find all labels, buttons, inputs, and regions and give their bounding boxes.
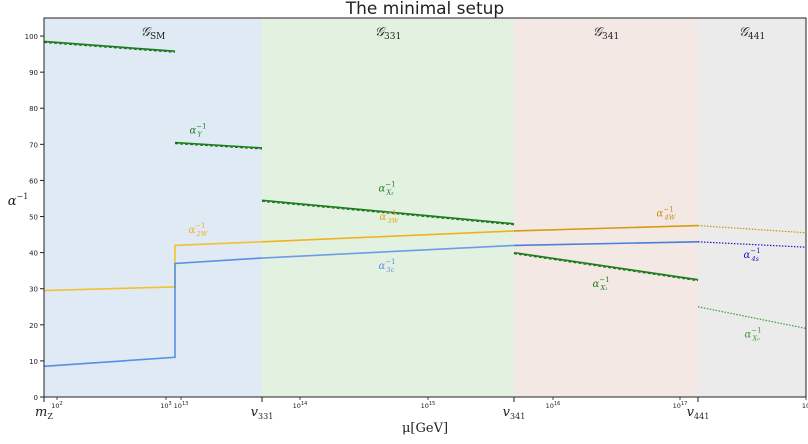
series-label-4: α−1 3c (378, 258, 395, 274)
y-tick-label-80: 80 (29, 105, 38, 113)
chart-title: The minimal setup (345, 0, 504, 19)
x-axis-label: μ[GeV] (402, 421, 448, 436)
x-tick-label-441: v441 (687, 405, 710, 421)
series-line-1 (174, 141, 263, 149)
series-label-7: α−1 X₁ (592, 276, 609, 292)
series-label-3: α−1 3W (380, 209, 400, 225)
y-tick-label-50: 50 (29, 214, 38, 222)
series-label-2: α−1 2W (189, 222, 209, 238)
series-line-twin-1 (174, 143, 263, 150)
y-tick-label-30: 30 (29, 286, 38, 294)
axes (40, 17, 807, 402)
series-line-6 (261, 230, 515, 243)
series-label-1: α−1 X₂ (378, 180, 395, 196)
x-minor-label-0: 102 (51, 401, 62, 410)
series-line-3 (513, 251, 699, 281)
x-minor-label-2: 1013 (174, 401, 189, 410)
region-sm (44, 18, 262, 397)
series-line-4 (697, 306, 807, 330)
series-lines (43, 40, 807, 368)
y-tick-label-60: 60 (29, 177, 38, 185)
series-line-8 (697, 224, 807, 234)
region-441 (698, 18, 806, 397)
series-line-0 (43, 40, 176, 53)
y-tick-label-0: 0 (34, 394, 38, 402)
plot-frame (43, 17, 807, 398)
series-label-5: α−1 4W (657, 206, 677, 222)
y-tick-label-10: 10 (29, 358, 38, 366)
series-line-twin-2 (261, 201, 515, 226)
series-line-2 (261, 199, 515, 225)
series-line-twin-0 (43, 42, 176, 53)
x-minor-label-1: 103 (160, 401, 171, 410)
region-331 (262, 18, 514, 397)
x-minor-label-7: 10 (802, 402, 808, 410)
series-line-10 (261, 244, 515, 259)
x-minor-label-6: 1017 (673, 401, 688, 410)
x-minor-label-4: 1015 (421, 401, 436, 410)
x-minor-label-3: 1014 (293, 401, 308, 410)
series-label-8: α−1 X₀ (744, 326, 761, 342)
x-tick-label-341: v341 (503, 405, 526, 421)
region-backgrounds (44, 18, 806, 397)
x-tick-label-331: v331 (251, 405, 274, 421)
series-label-6: α−1 4s (743, 247, 760, 263)
y-tick-label-100: 100 (25, 33, 38, 41)
y-tick-label-40: 40 (29, 250, 38, 258)
y-tick-label-70: 70 (29, 141, 38, 149)
x-minor-label-5: 1016 (546, 401, 561, 410)
series-line-11 (513, 240, 699, 247)
y-axis-label: α−1 (8, 192, 29, 209)
series-line-7 (513, 224, 699, 232)
series-line-12 (697, 241, 807, 248)
series-line-9 (43, 257, 263, 368)
series-line-twin-3 (513, 253, 699, 282)
y-tick-label-20: 20 (29, 322, 38, 330)
y-tick-label-90: 90 (29, 69, 38, 77)
region-341 (514, 18, 698, 397)
